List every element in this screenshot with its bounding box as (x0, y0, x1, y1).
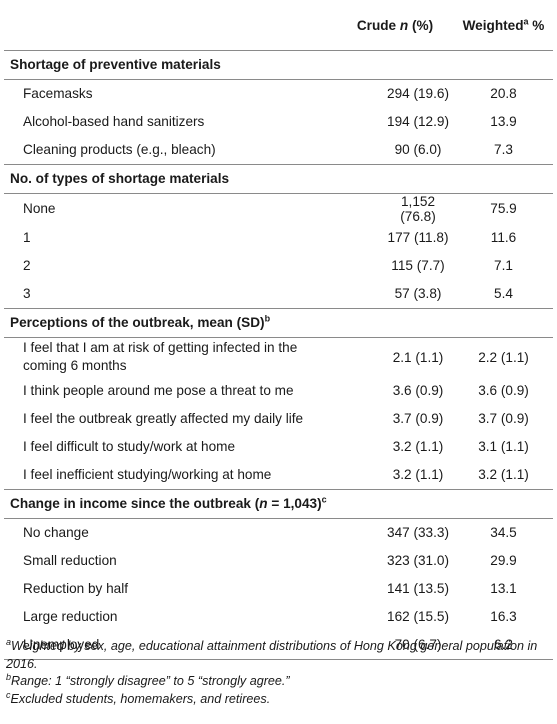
row-weighted: 3.1 (1.1) (478, 439, 529, 454)
row-weighted: 11.6 (490, 230, 517, 245)
table-row: Alcohol-based hand sanitizers 194 (12.9)… (4, 108, 553, 136)
section-perceptions: Perceptions of the outbreak, mean (SD)b … (4, 308, 553, 490)
results-table: Crude n (%) Weighteda % Shortage of prev… (4, 2, 553, 660)
row-label: 2 (23, 257, 31, 273)
row-crude: 3.2 (1.1) (392, 439, 444, 454)
row-crude: 3.6 (0.9) (392, 383, 444, 398)
row-label: I feel difficult to study/work at home (23, 438, 236, 454)
row-label: 1 (23, 229, 31, 245)
row-label: I think people around me pose a threat t… (23, 382, 294, 398)
row-label: Cleaning products (e.g., bleach) (4, 135, 336, 165)
row-crude: 294 (19.6) (387, 86, 449, 101)
table-row: 2 115 (7.7) 7.1 (4, 252, 553, 280)
table-header-row: Crude n (%) Weighteda % (4, 2, 553, 51)
section-title-row: Perceptions of the outbreak, mean (SD)b (4, 308, 553, 338)
row-crude: 1,152 (76.8) (400, 193, 436, 224)
row-weighted: 7.1 (494, 258, 513, 273)
row-crude: 323 (31.0) (387, 553, 449, 568)
row-crude: 90 (6.0) (336, 135, 454, 165)
table-row: None 1,152 (76.8) 75.9 (4, 193, 553, 224)
section-title: Shortage of preventive materials (4, 50, 553, 80)
section-types: No. of types of shortage materials None … (4, 164, 553, 309)
row-weighted: 75.9 (490, 201, 517, 216)
table-row: Large reduction 162 (15.5) 16.3 (4, 603, 553, 631)
table-footnotes: aWeighted by sex, age, educational attai… (4, 636, 553, 708)
table-row: Unemployed 70 (6.7) 6.2 (4, 630, 553, 660)
table-row: No change 347 (33.3) 34.5 (4, 518, 553, 547)
footnote-c: cExcluded students, homemakers, and reti… (6, 689, 271, 706)
section-shortage: Shortage of preventive materials Facemas… (4, 50, 553, 165)
footnote-a: aWeighted by sex, age, educational attai… (6, 636, 538, 671)
header-weighted: Weighteda % (454, 2, 553, 51)
section-income: Change in income since the outbreak (n =… (4, 489, 553, 660)
header-crude: Crude n (%) (336, 2, 454, 51)
row-label: I feel that I am at risk of getting infe… (23, 340, 298, 373)
table-row: 1 177 (11.8) 11.6 (4, 224, 553, 252)
table-row: I feel the outbreak greatly affected my … (4, 405, 553, 433)
header-blank (4, 2, 336, 51)
row-label: None (23, 200, 56, 216)
row-crude: 3.2 (1.1) (336, 460, 454, 490)
row-label: Small reduction (23, 552, 117, 568)
row-weighted: 7.3 (454, 135, 553, 165)
row-weighted: 13.9 (490, 114, 517, 129)
row-crude: 2.1 (1.1) (392, 349, 444, 365)
row-weighted: 13.1 (490, 581, 517, 596)
row-weighted: 20.8 (490, 86, 517, 101)
row-crude: 194 (12.9) (387, 114, 449, 129)
row-label: I feel the outbreak greatly affected my … (23, 410, 304, 426)
row-weighted: 3.2 (1.1) (454, 460, 553, 490)
row-label: Reduction by half (23, 580, 129, 596)
row-crude: 57 (3.8) (336, 279, 454, 309)
row-weighted: 16.3 (490, 609, 517, 624)
footnote-b: bRange: 1 “strongly disagree” to 5 “stro… (6, 671, 290, 688)
row-weighted: 2.2 (1.1) (478, 349, 529, 365)
row-weighted: 3.6 (0.9) (478, 383, 529, 398)
section-title: Perceptions of the outbreak, mean (SD)b (4, 308, 553, 338)
row-weighted: 6.2 (454, 630, 553, 660)
row-label: Large reduction (23, 608, 118, 624)
section-title: No. of types of shortage materials (4, 164, 553, 194)
section-title: Change in income since the outbreak (n =… (4, 489, 553, 519)
row-label: Alcohol-based hand sanitizers (23, 113, 205, 129)
row-weighted: 34.5 (490, 525, 517, 540)
row-label: Facemasks (23, 85, 93, 101)
table-row: I feel that I am at risk of getting infe… (4, 337, 553, 377)
row-crude: 70 (6.7) (336, 630, 454, 660)
table-row: Small reduction 323 (31.0) 29.9 (4, 547, 553, 575)
table-row: Cleaning products (e.g., bleach) 90 (6.0… (4, 135, 553, 165)
row-crude: 162 (15.5) (387, 609, 449, 624)
section-title-row: Shortage of preventive materials (4, 50, 553, 80)
table-row: Reduction by half 141 (13.5) 13.1 (4, 575, 553, 603)
row-label: 3 (4, 279, 336, 309)
row-crude: 115 (7.7) (391, 258, 445, 273)
row-weighted: 29.9 (490, 553, 517, 568)
table-row: Facemasks 294 (19.6) 20.8 (4, 79, 553, 108)
table-row: I feel inefficient studying/working at h… (4, 460, 553, 490)
row-crude: 347 (33.3) (387, 525, 449, 540)
section-title-row: No. of types of shortage materials (4, 164, 553, 194)
row-crude: 141 (13.5) (387, 581, 449, 596)
row-weighted: 5.4 (454, 279, 553, 309)
table-row: 3 57 (3.8) 5.4 (4, 279, 553, 309)
row-label: Unemployed (4, 630, 336, 660)
row-crude: 177 (11.8) (387, 230, 449, 245)
table-row: I feel difficult to study/work at home 3… (4, 433, 553, 461)
row-label: No change (23, 524, 89, 540)
row-crude: 3.7 (0.9) (392, 411, 444, 426)
row-weighted: 3.7 (0.9) (478, 411, 529, 426)
table-row: I think people around me pose a threat t… (4, 377, 553, 405)
section-title-row: Change in income since the outbreak (n =… (4, 489, 553, 519)
row-label: I feel inefficient studying/working at h… (4, 460, 336, 490)
